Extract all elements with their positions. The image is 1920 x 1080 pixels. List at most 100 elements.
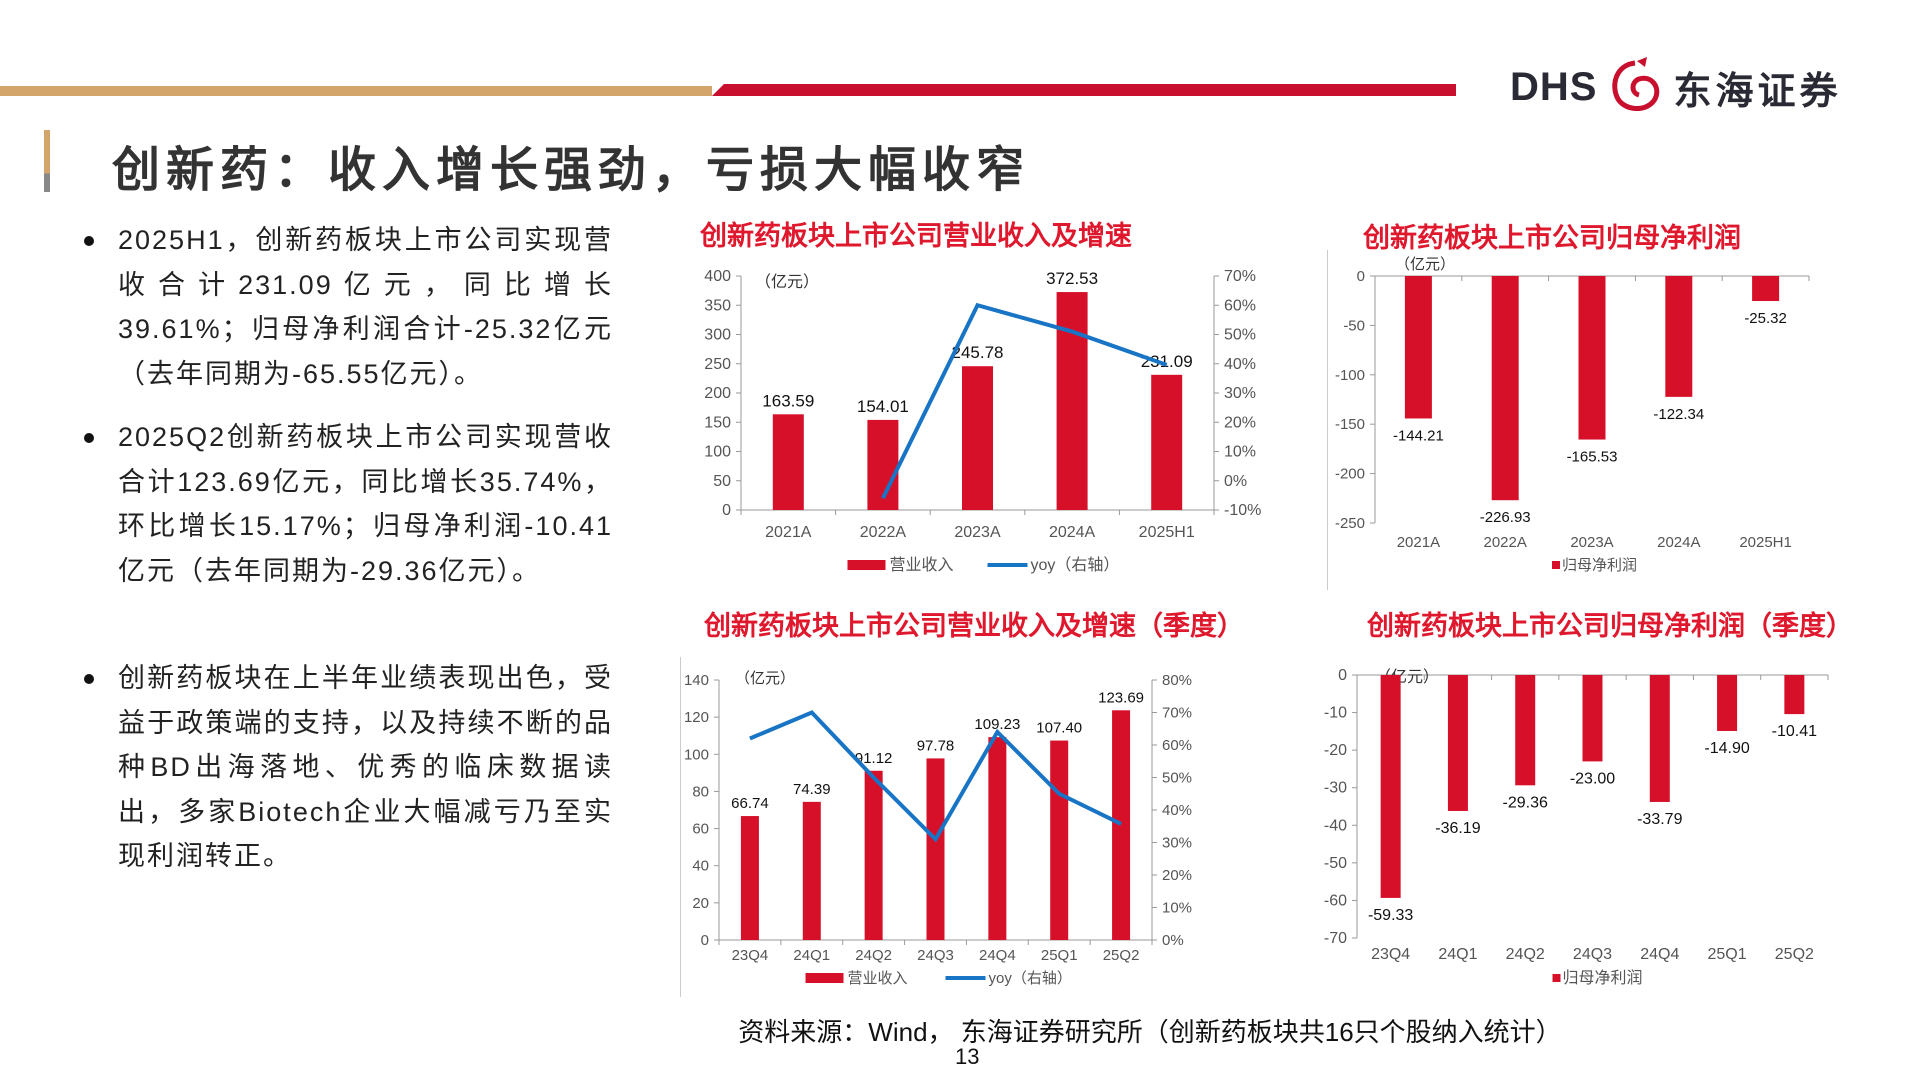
legend-swatch-bar [1552, 561, 1560, 569]
y-tick-label: 100 [684, 746, 709, 763]
logo-text: DHS [1510, 64, 1598, 109]
chart-title: 创新药板块上市公司归母净利润 [1363, 223, 1741, 253]
y-tick-label: 60 [692, 821, 709, 838]
x-tick-label: 23Q4 [732, 947, 769, 964]
y-tick-label: 140 [684, 672, 709, 689]
bar [1582, 675, 1603, 762]
y2-tick-label: 40% [1162, 802, 1192, 819]
unit-label: （亿元） [735, 670, 795, 687]
y-tick-label: 0 [722, 502, 731, 519]
legend-label: yoy（右轴） [989, 970, 1072, 987]
y2-tick-label: 60% [1162, 737, 1192, 754]
legend-label: 归母净利润 [1563, 969, 1643, 987]
bar [1151, 374, 1183, 510]
data-label: 154.01 [857, 397, 909, 416]
legend-label: 营业收入 [890, 556, 954, 574]
bar [1380, 675, 1401, 898]
y-tick-label: -50 [1324, 855, 1347, 872]
y-tick-label: 400 [704, 268, 731, 285]
data-label: 372.53 [1046, 269, 1098, 288]
y2-tick-label: 80% [1162, 672, 1192, 689]
bar [1578, 276, 1606, 440]
divider [1327, 250, 1328, 590]
y-tick-label: 0 [701, 932, 709, 949]
data-label: 109.23 [974, 716, 1020, 733]
legend-label: 归母净利润 [1562, 557, 1637, 574]
y-tick-label: 250 [704, 356, 731, 373]
bar [1752, 276, 1780, 302]
data-label: 163.59 [762, 391, 814, 410]
bar [1404, 276, 1432, 419]
x-tick-label: 2021A [765, 524, 812, 541]
data-label: 245.78 [952, 343, 1004, 362]
y2-tick-label: 30% [1162, 835, 1192, 852]
x-tick-label: 24Q1 [1438, 946, 1477, 963]
y2-tick-label: 10% [1224, 444, 1256, 461]
y-tick-label: 0 [1338, 667, 1347, 684]
x-tick-label: 2025H1 [1739, 534, 1792, 551]
y2-tick-label: 70% [1162, 705, 1192, 722]
bar [1665, 276, 1693, 397]
y-tick-label: -150 [1335, 416, 1365, 433]
data-label: -33.79 [1637, 811, 1682, 828]
y2-tick-label: 40% [1224, 356, 1256, 373]
title-accent-bar [44, 130, 50, 192]
quarterly-net-profit-chart: -70-60-50-40-30-20-100 （亿元）23Q4-59.3324Q1… [1324, 667, 1829, 987]
y2-tick-label: 30% [1224, 385, 1256, 402]
x-tick-label: 2024A [1049, 524, 1096, 541]
data-label: -10.41 [1772, 723, 1817, 740]
x-tick-label: 24Q4 [1640, 946, 1679, 963]
data-label: -165.53 [1567, 449, 1618, 466]
y-tick-label: 0 [1357, 268, 1365, 285]
chart-title: 创新药板块上市公司营业收入及增速 [700, 221, 1132, 251]
data-label: 231.09 [1141, 352, 1193, 371]
x-tick-label: 25Q1 [1708, 946, 1747, 963]
legend-swatch-bar [805, 973, 844, 983]
y-tick-label: -20 [1324, 742, 1347, 759]
yoy-line [749, 710, 1122, 843]
data-label: 66.74 [731, 795, 769, 812]
data-label: -29.36 [1503, 794, 1548, 811]
yoy-line [881, 302, 1168, 500]
x-tick-label: 23Q4 [1371, 946, 1410, 963]
bar [1515, 675, 1536, 786]
legend-label: yoy（右轴） [1031, 556, 1120, 574]
x-tick-label: 2025H1 [1139, 524, 1195, 541]
bar [864, 770, 883, 940]
y-tick-label: 120 [684, 709, 709, 726]
source-note: 资料来源：Wind， 东海证券研究所（创新药板块共16只个股纳入统计） [738, 1017, 1562, 1047]
y-tick-label: -250 [1335, 515, 1365, 532]
data-label: -59.33 [1368, 907, 1413, 924]
divider [680, 657, 681, 997]
y2-tick-label: -10% [1224, 502, 1261, 519]
y-tick-label: -50 [1343, 317, 1365, 334]
y2-tick-label: 70% [1224, 268, 1256, 285]
x-tick-label: 2023A [954, 524, 1001, 541]
y-tick-label: 50 [713, 473, 731, 490]
logo-cn-text: 东海证券 [1673, 70, 1842, 113]
x-tick-label: 24Q3 [1573, 946, 1612, 963]
data-label: 123.69 [1098, 689, 1144, 706]
bar [988, 737, 1007, 940]
x-tick-label: 24Q4 [979, 947, 1016, 964]
y-tick-label: 100 [704, 444, 731, 461]
annual-revenue-chart: 0 50 100 150 200 250 300 350 400 （亿元） 2021A 163.59 2… [704, 268, 1261, 574]
data-label: -144.21 [1393, 427, 1444, 444]
y-tick-label: -40 [1324, 817, 1347, 834]
quarterly-revenue-chart: 0 20 40 60 80 100 120 140 （亿元） 23Q4 66.74 24Q1 74.39… [684, 670, 1192, 987]
y2-tick-label: 20% [1224, 414, 1256, 431]
annual-net-profit-chart: -250 -200 -150 -100 -50 0 （亿元） 2021A -144.21 2022… [1335, 256, 1810, 574]
data-label: -25.32 [1744, 310, 1787, 327]
x-tick-label: 2022A [860, 524, 907, 541]
unit-label: （亿元） [755, 273, 819, 291]
x-tick-label: 24Q3 [917, 947, 954, 964]
x-tick-label: 2023A [1570, 534, 1613, 551]
header-red-bar [712, 84, 1456, 96]
legend-swatch-bar [847, 560, 886, 570]
chart-title: 创新药板块上市公司归母净利润（季度） [1367, 611, 1853, 641]
bar [1050, 740, 1069, 940]
x-tick-label: 25Q1 [1041, 947, 1078, 964]
bar [1649, 675, 1670, 802]
y2-tick-label: 10% [1162, 900, 1192, 917]
y-tick-label: 300 [704, 327, 731, 344]
